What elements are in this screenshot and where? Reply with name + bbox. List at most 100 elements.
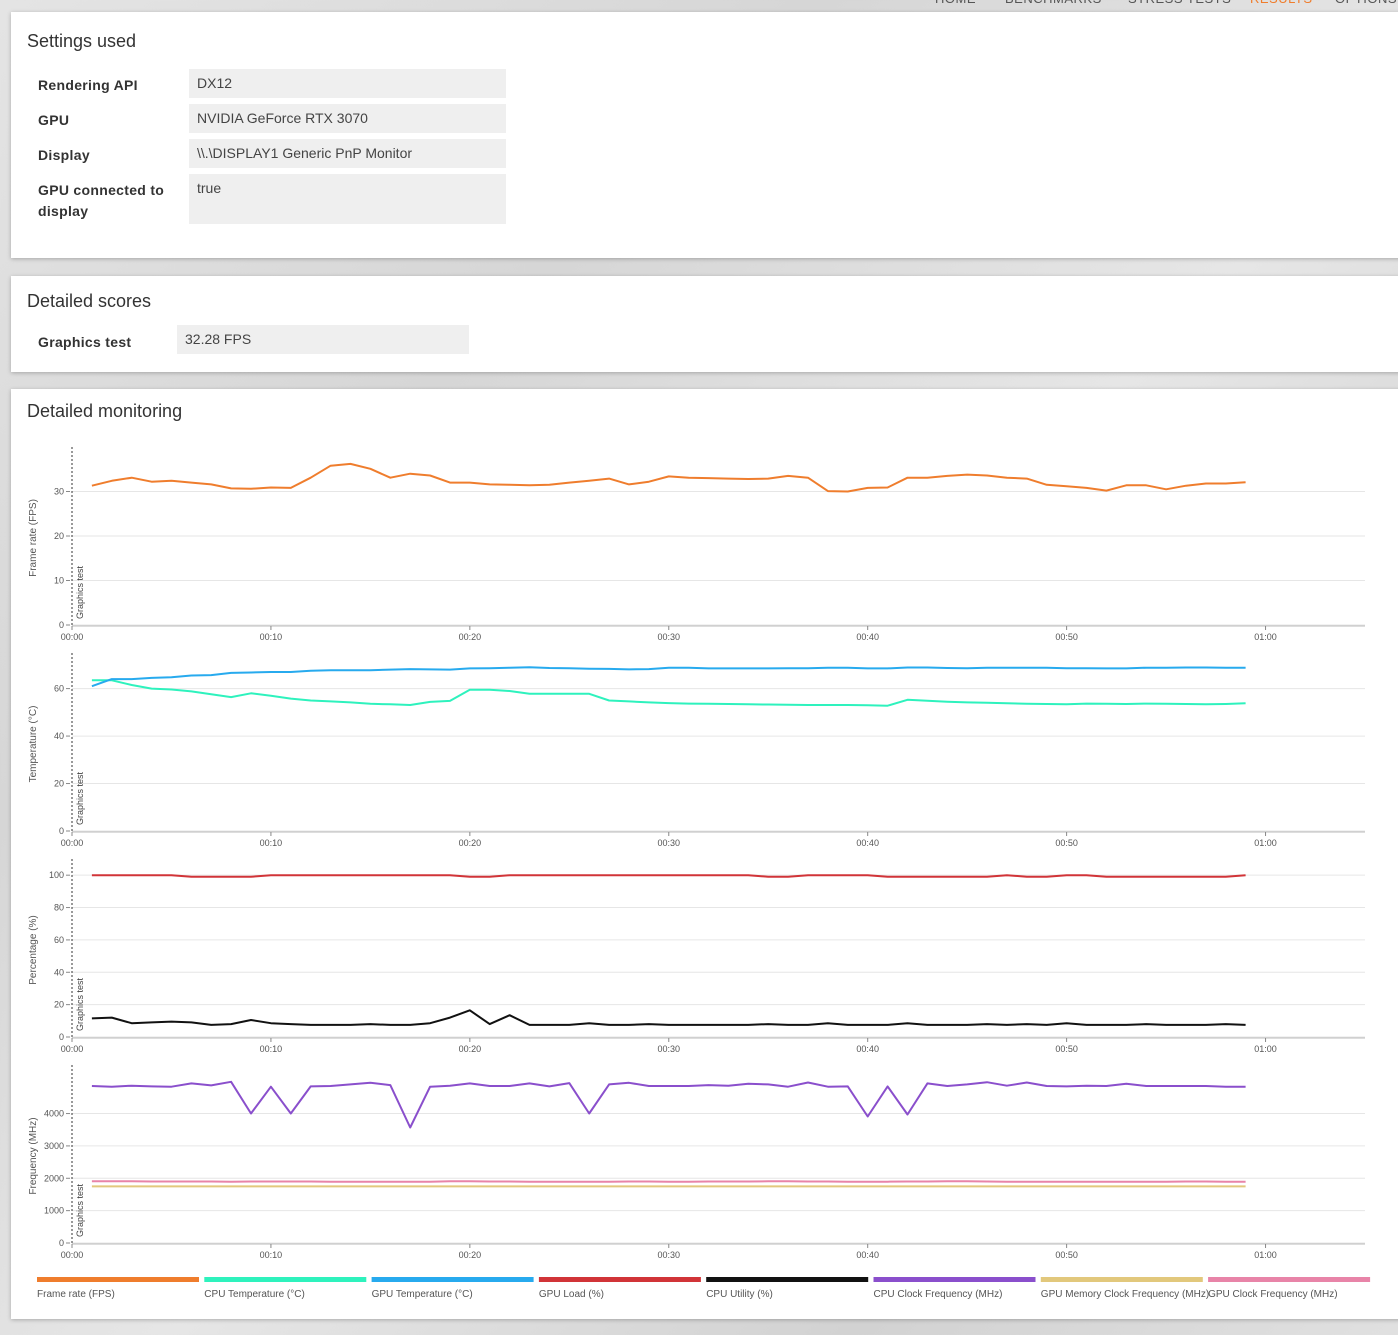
y-axis-label: Temperature (°C): [28, 706, 39, 783]
x-tick-label: 00:20: [459, 1250, 482, 1260]
setting-label: Rendering API: [38, 77, 138, 93]
scores-panel: Detailed scores Graphics test 32.28 FPS: [11, 276, 1398, 372]
legend-label: GPU Temperature (°C): [372, 1289, 473, 1300]
x-tick-label: 00:50: [1055, 1250, 1078, 1260]
annotation: Graphics test: [75, 565, 85, 619]
legend-label: Frame rate (FPS): [37, 1289, 115, 1300]
legend-swatch: [706, 1277, 869, 1282]
y-tick-label: 10: [54, 576, 64, 586]
y-tick-label: 0: [59, 826, 64, 836]
y-tick-label: 3000: [44, 1141, 64, 1151]
x-tick-label: 00:30: [658, 632, 681, 642]
x-tick-label: 00:30: [658, 1044, 681, 1054]
nav-item[interactable]: STRESS TESTS: [1128, 0, 1231, 3]
nav-item[interactable]: OPTIONS: [1335, 0, 1397, 3]
legend-swatch: [1208, 1277, 1371, 1282]
y-axis-label: Percentage (%): [28, 915, 39, 984]
x-tick-label: 00:20: [459, 838, 482, 848]
monitoring-panel: Detailed monitoring: [11, 389, 1398, 1319]
series-line: [91, 1080, 1246, 1129]
x-tick-label: 00:40: [856, 1044, 879, 1054]
y-tick-label: 40: [54, 967, 64, 977]
score-label: Graphics test: [38, 334, 132, 350]
legend-swatch: [538, 1277, 701, 1282]
y-tick-label: 30: [54, 487, 64, 497]
y-tick-label: 0: [59, 1032, 64, 1042]
y-tick-label: 20: [54, 1000, 64, 1010]
x-tick-label: 00:50: [1055, 1044, 1078, 1054]
x-tick-label: 00:50: [1055, 838, 1078, 848]
legend-swatch: [37, 1277, 199, 1282]
series-line: [91, 1009, 1246, 1026]
setting-value: DX12: [189, 69, 506, 98]
x-tick-label: 01:00: [1254, 1250, 1277, 1260]
setting-value: \\.\DISPLAY1 Generic PnP Monitor: [189, 139, 506, 168]
annotation: Graphics test: [75, 771, 85, 825]
legend-label: CPU Clock Frequency (MHz): [874, 1289, 1003, 1300]
panel-title: Detailed scores: [27, 291, 152, 311]
series-line: [91, 1180, 1246, 1183]
legend-label: GPU Clock Frequency (MHz): [1208, 1289, 1337, 1300]
legend-label: CPU Utility (%): [706, 1289, 773, 1300]
series-line: [91, 666, 1246, 688]
y-tick-label: 20: [54, 531, 64, 541]
x-tick-label: 00:40: [856, 1250, 879, 1260]
x-tick-label: 00:10: [260, 838, 283, 848]
y-tick-label: 0: [59, 1238, 64, 1248]
legend-swatch: [204, 1277, 367, 1282]
x-tick-label: 00:20: [459, 1044, 482, 1054]
y-tick-label: 80: [54, 903, 64, 913]
annotation: Graphics test: [75, 1183, 85, 1237]
legend-label: GPU Memory Clock Frequency (MHz): [1041, 1289, 1209, 1300]
x-tick-label: 00:40: [856, 632, 879, 642]
legend-swatch: [1040, 1277, 1203, 1282]
x-tick-label: 01:00: [1254, 632, 1277, 642]
y-tick-label: 100: [49, 870, 64, 880]
x-tick-label: 00:10: [260, 1044, 283, 1054]
setting-value: NVIDIA GeForce RTX 3070: [189, 104, 506, 133]
series-line: [91, 679, 1246, 707]
x-tick-label: 00:30: [658, 1250, 681, 1260]
x-tick-label: 00:10: [260, 1250, 283, 1260]
y-tick-label: 60: [54, 935, 64, 945]
panel-title: Settings used: [27, 31, 137, 51]
nav-item[interactable]: RESULTS: [1250, 0, 1313, 3]
y-tick-label: 20: [54, 779, 64, 789]
panel-title: Detailed monitoring: [27, 401, 183, 421]
x-tick-label: 00:30: [658, 838, 681, 848]
setting-label: GPU connected to display: [38, 182, 165, 219]
legend-swatch: [873, 1277, 1036, 1282]
y-tick-label: 40: [54, 731, 64, 741]
y-tick-label: 1000: [44, 1206, 64, 1216]
x-tick-label: 00:00: [61, 632, 84, 642]
x-tick-label: 00:10: [260, 632, 283, 642]
x-tick-label: 00:50: [1055, 632, 1078, 642]
legend-label: GPU Load (%): [539, 1289, 604, 1300]
series-line: [91, 874, 1246, 878]
nav-item[interactable]: HOME: [935, 0, 976, 3]
setting-value: true: [189, 174, 506, 224]
series-line: [91, 462, 1246, 493]
legend-swatch: [371, 1277, 534, 1282]
settings-panel: Settings used Rendering API DX12 GPU NVIDIA…: [11, 12, 1398, 258]
x-tick-label: 01:00: [1254, 1044, 1277, 1054]
nav-item[interactable]: BENCHMARKS: [1005, 0, 1102, 3]
x-tick-label: 00:20: [459, 632, 482, 642]
y-tick-label: 4000: [44, 1109, 64, 1119]
y-tick-label: 60: [54, 684, 64, 694]
x-tick-label: 00:00: [61, 1044, 84, 1054]
legend-label: CPU Temperature (°C): [204, 1289, 305, 1300]
x-tick-label: 00:40: [856, 838, 879, 848]
score-value: 32.28 FPS: [177, 325, 469, 354]
x-tick-label: 00:00: [61, 838, 84, 848]
annotation: Graphics test: [75, 977, 85, 1031]
setting-label: Display: [38, 147, 90, 163]
x-tick-label: 01:00: [1254, 838, 1277, 848]
x-tick-label: 00:00: [61, 1250, 84, 1260]
y-axis-label: Frame rate (FPS): [28, 499, 39, 577]
y-axis-label: Frequency (MHz): [28, 1117, 39, 1194]
y-tick-label: 0: [59, 620, 64, 630]
y-tick-label: 2000: [44, 1173, 64, 1183]
